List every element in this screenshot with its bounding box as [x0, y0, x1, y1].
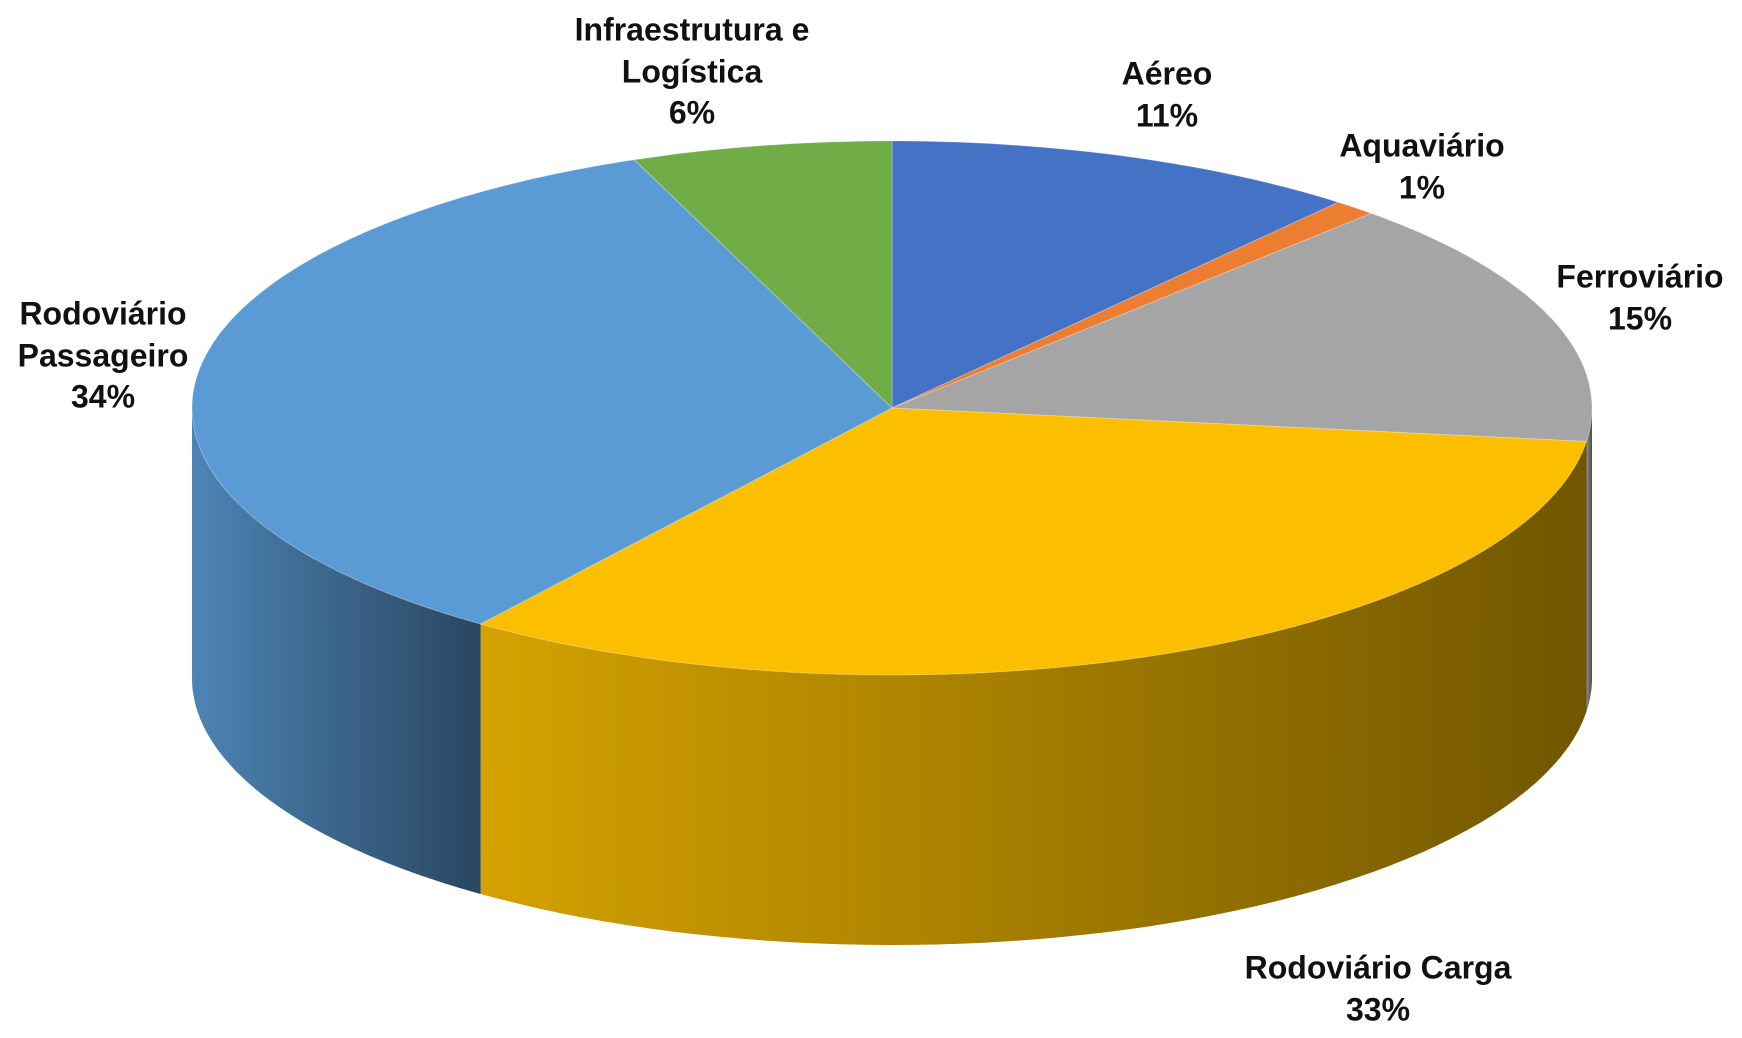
- value-label: 15%: [1607, 300, 1673, 336]
- slice: [891, 140, 1340, 409]
- category-label: Rodoviário Passageiro: [17, 295, 189, 374]
- slice: [891, 212, 1593, 443]
- category-label: Aéreo: [1121, 55, 1213, 92]
- slice-side: [480, 441, 1587, 945]
- value-label: 11%: [1135, 97, 1199, 133]
- value-label: 34%: [70, 378, 136, 415]
- slice-side: [192, 408, 481, 894]
- value-label: 33%: [1345, 991, 1411, 1027]
- category-label: Ferroviário: [1556, 258, 1724, 295]
- data-label: Ferroviário 15%: [1556, 256, 1723, 339]
- data-label: Aquaviário 1%: [1339, 125, 1504, 208]
- slice: [633, 140, 893, 410]
- slice: [479, 407, 1588, 676]
- value-label: 6%: [668, 94, 716, 131]
- value-label: 1%: [1398, 169, 1446, 205]
- data-label: Rodoviário Carga 33%: [1245, 947, 1512, 1030]
- slice-side: [1586, 408, 1592, 712]
- data-label: Aéreo 11%: [1122, 53, 1213, 136]
- category-label: Rodoviário Carga: [1244, 949, 1512, 986]
- sides: [192, 408, 1592, 945]
- category-label: Aquaviário: [1339, 127, 1505, 164]
- category-label: Infraestrutura e Logística: [574, 11, 810, 90]
- data-label: Rodoviário Passageiro 34%: [0, 294, 218, 419]
- slice: [191, 159, 893, 625]
- data-label: Infraestrutura e Logística 6%: [542, 10, 842, 135]
